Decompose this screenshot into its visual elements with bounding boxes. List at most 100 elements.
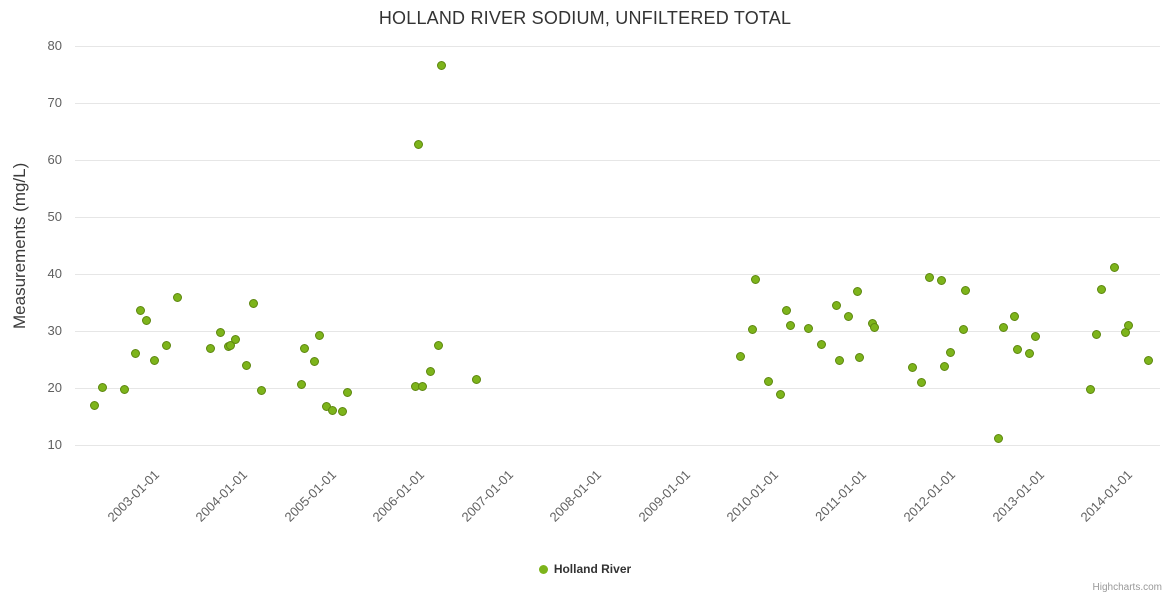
data-point[interactable]: [216, 328, 226, 338]
data-point[interactable]: [322, 401, 332, 411]
data-point[interactable]: [775, 390, 785, 400]
x-axis-tick-label: 2003-01-01: [103, 467, 162, 525]
y-axis-tick-label: 20: [47, 380, 62, 395]
data-point[interactable]: [1144, 356, 1154, 366]
data-point[interactable]: [817, 339, 827, 349]
x-axis-tick-label: 2005-01-01: [280, 467, 339, 525]
data-point[interactable]: [142, 315, 152, 325]
data-point[interactable]: [1012, 344, 1022, 354]
data-point[interactable]: [342, 387, 352, 397]
data-point[interactable]: [1123, 321, 1133, 331]
data-point[interactable]: [853, 287, 863, 297]
data-point[interactable]: [437, 61, 447, 71]
x-axis-tick-label: 2007-01-01: [457, 467, 516, 525]
data-point[interactable]: [781, 305, 791, 315]
data-point[interactable]: [925, 272, 935, 282]
legend-marker-icon: [538, 564, 548, 574]
data-point[interactable]: [763, 376, 773, 386]
data-point[interactable]: [832, 300, 842, 310]
data-point[interactable]: [1031, 331, 1041, 341]
x-axis-tick-label: 2014-01-01: [1077, 467, 1136, 525]
y-axis-tick-label: 40: [47, 266, 62, 281]
data-point[interactable]: [98, 382, 108, 392]
data-point[interactable]: [256, 386, 266, 396]
data-point[interactable]: [1096, 284, 1106, 294]
data-point[interactable]: [414, 140, 424, 150]
data-point[interactable]: [1091, 330, 1101, 340]
data-point[interactable]: [173, 292, 183, 302]
legend-item-holland-river[interactable]: Holland River: [538, 562, 632, 576]
y-axis-tick-label: 60: [47, 152, 62, 167]
data-point[interactable]: [908, 362, 918, 372]
y-axis-tick-label: 80: [47, 38, 62, 53]
data-point[interactable]: [297, 380, 307, 389]
legend-label: Holland River: [553, 562, 632, 576]
data-point[interactable]: [946, 347, 956, 357]
data-point[interactable]: [916, 378, 926, 388]
x-axis-tick-label: 2009-01-01: [634, 467, 693, 525]
gridline: [75, 331, 1160, 332]
data-point[interactable]: [130, 348, 140, 358]
x-axis-tick-label: 2004-01-01: [192, 467, 251, 525]
gridline: [75, 217, 1160, 218]
data-point[interactable]: [328, 406, 338, 416]
data-point[interactable]: [936, 276, 946, 286]
data-point[interactable]: [844, 312, 854, 322]
data-point[interactable]: [120, 384, 130, 394]
data-point[interactable]: [89, 401, 99, 411]
data-point[interactable]: [136, 305, 146, 315]
y-axis-tick-label: 10: [47, 437, 62, 452]
data-point[interactable]: [1025, 348, 1035, 358]
x-axis-tick-label: 2013-01-01: [988, 467, 1047, 525]
x-axis-tick-label: 2010-01-01: [723, 467, 782, 525]
data-point[interactable]: [994, 434, 1004, 444]
data-point[interactable]: [248, 298, 258, 308]
x-axis-tick-label: 2012-01-01: [900, 467, 959, 525]
x-axis-tick-label: 2011-01-01: [812, 467, 870, 524]
data-point[interactable]: [242, 361, 252, 371]
data-point[interactable]: [309, 356, 319, 366]
data-point[interactable]: [226, 340, 236, 350]
chart-title: HOLLAND RIVER SODIUM, UNFILTERED TOTAL: [378, 8, 792, 28]
x-axis-tick-label: 2015-01-01: [1165, 467, 1170, 525]
data-point[interactable]: [960, 285, 970, 295]
data-point[interactable]: [786, 321, 796, 331]
data-point[interactable]: [750, 274, 760, 284]
data-point[interactable]: [433, 340, 443, 350]
data-point[interactable]: [1086, 385, 1096, 395]
gridline: [75, 445, 1160, 446]
data-point[interactable]: [418, 381, 428, 391]
data-point[interactable]: [1109, 263, 1119, 273]
data-point[interactable]: [314, 330, 324, 340]
data-point[interactable]: [425, 366, 435, 376]
data-point[interactable]: [870, 323, 880, 332]
highcharts-credits-link[interactable]: Highcharts.com: [1092, 582, 1162, 593]
data-point[interactable]: [162, 341, 172, 351]
data-point[interactable]: [206, 344, 216, 354]
data-point[interactable]: [855, 352, 865, 362]
data-point[interactable]: [230, 334, 240, 344]
data-point[interactable]: [958, 325, 968, 335]
data-point[interactable]: [736, 352, 746, 362]
x-axis-tick-label: 2006-01-01: [369, 467, 428, 525]
gridline: [75, 388, 1160, 389]
gridline: [75, 274, 1160, 275]
data-point[interactable]: [803, 323, 813, 333]
gridline: [75, 160, 1160, 161]
legend: Holland River: [0, 562, 1170, 576]
data-point[interactable]: [300, 344, 310, 354]
data-point[interactable]: [149, 356, 159, 366]
data-point[interactable]: [337, 407, 347, 417]
data-point[interactable]: [748, 325, 758, 335]
data-point[interactable]: [1010, 311, 1020, 321]
data-point[interactable]: [940, 361, 950, 371]
gridline: [75, 46, 1160, 47]
x-axis-tick-label: 2008-01-01: [546, 467, 605, 525]
y-axis-tick-label: 70: [47, 95, 62, 110]
data-point[interactable]: [999, 323, 1009, 332]
y-axis-tick-label: 50: [47, 209, 62, 224]
data-point[interactable]: [834, 356, 844, 366]
data-point[interactable]: [471, 374, 481, 384]
